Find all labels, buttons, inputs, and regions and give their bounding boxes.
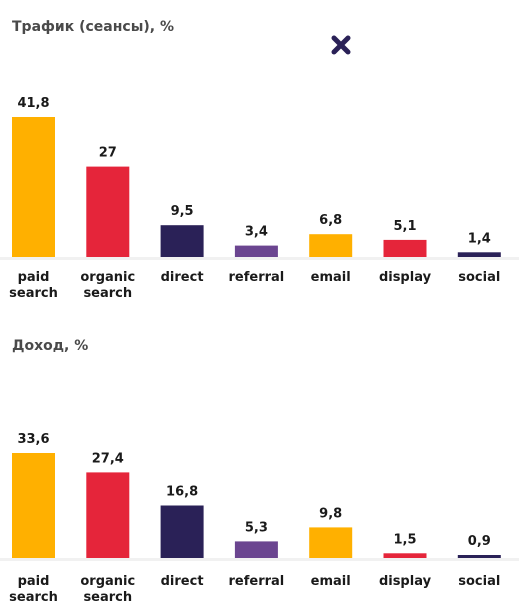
traffic-category-label-2-0: direct bbox=[161, 270, 204, 285]
traffic-chart-title: Трафик (сеансы), % bbox=[12, 19, 174, 35]
traffic-value-label-4: 6,8 bbox=[319, 213, 342, 228]
revenue-bar-chart: 33,6paidsearch27,4organicsearch16,8direc… bbox=[0, 432, 519, 605]
traffic-bar-chart: 41,8paidsearch27organicsearch9,5direct3,… bbox=[0, 96, 519, 301]
revenue-category-label-3-0: referral bbox=[229, 574, 285, 589]
traffic-bar-5 bbox=[383, 239, 427, 257]
revenue-value-label-0: 33,6 bbox=[17, 432, 49, 447]
revenue-category-label-2-0: direct bbox=[161, 574, 204, 589]
traffic-value-label-5: 5,1 bbox=[393, 219, 416, 234]
revenue-bar-1 bbox=[86, 472, 130, 558]
revenue-bar-4 bbox=[309, 527, 353, 558]
revenue-bar-2 bbox=[160, 505, 204, 558]
revenue-category-label-1-1: search bbox=[83, 590, 132, 605]
revenue-value-label-2: 16,8 bbox=[166, 485, 198, 500]
revenue-bar-0 bbox=[12, 453, 55, 558]
traffic-bar-1 bbox=[86, 166, 130, 257]
revenue-value-label-5: 1,5 bbox=[393, 532, 416, 547]
revenue-category-label-0-1: search bbox=[9, 590, 58, 605]
traffic-value-label-0: 41,8 bbox=[17, 96, 49, 111]
revenue-category-label-0-0: paid bbox=[18, 574, 50, 589]
revenue-category-label-1-0: organic bbox=[80, 574, 135, 589]
traffic-category-label-1-1: search bbox=[83, 286, 132, 301]
revenue-bar-5 bbox=[383, 553, 427, 558]
revenue-value-label-3: 5,3 bbox=[245, 520, 268, 535]
traffic-category-label-0-0: paid bbox=[18, 270, 50, 285]
traffic-category-label-5-0: display bbox=[379, 270, 432, 285]
traffic-value-label-3: 3,4 bbox=[245, 225, 268, 240]
traffic-bar-0 bbox=[12, 117, 55, 257]
revenue-value-label-6: 0,9 bbox=[468, 534, 491, 549]
revenue-category-label-4-0: email bbox=[311, 574, 351, 589]
revenue-bar-3 bbox=[234, 541, 278, 558]
traffic-value-label-2: 9,5 bbox=[171, 204, 194, 219]
traffic-bar-4 bbox=[309, 234, 353, 257]
traffic-bar-6 bbox=[457, 252, 501, 257]
traffic-baseline bbox=[0, 257, 519, 260]
traffic-category-label-1-0: organic bbox=[80, 270, 135, 285]
revenue-bar-6 bbox=[457, 555, 501, 558]
close-icon[interactable] bbox=[329, 33, 353, 57]
revenue-value-label-4: 9,8 bbox=[319, 506, 342, 521]
traffic-category-label-0-1: search bbox=[9, 286, 58, 301]
revenue-category-label-6-0: social bbox=[458, 574, 500, 589]
traffic-bar-3 bbox=[234, 245, 278, 257]
traffic-bar-2 bbox=[160, 225, 204, 257]
traffic-category-label-6-0: social bbox=[458, 270, 500, 285]
revenue-chart-title: Доход, % bbox=[12, 338, 89, 354]
revenue-value-label-1: 27,4 bbox=[92, 451, 124, 466]
traffic-value-label-6: 1,4 bbox=[468, 231, 491, 246]
traffic-value-label-1: 27 bbox=[99, 146, 117, 161]
traffic-category-label-4-0: email bbox=[311, 270, 351, 285]
revenue-baseline bbox=[0, 558, 519, 561]
traffic-category-label-3-0: referral bbox=[229, 270, 285, 285]
revenue-category-label-5-0: display bbox=[379, 574, 432, 589]
